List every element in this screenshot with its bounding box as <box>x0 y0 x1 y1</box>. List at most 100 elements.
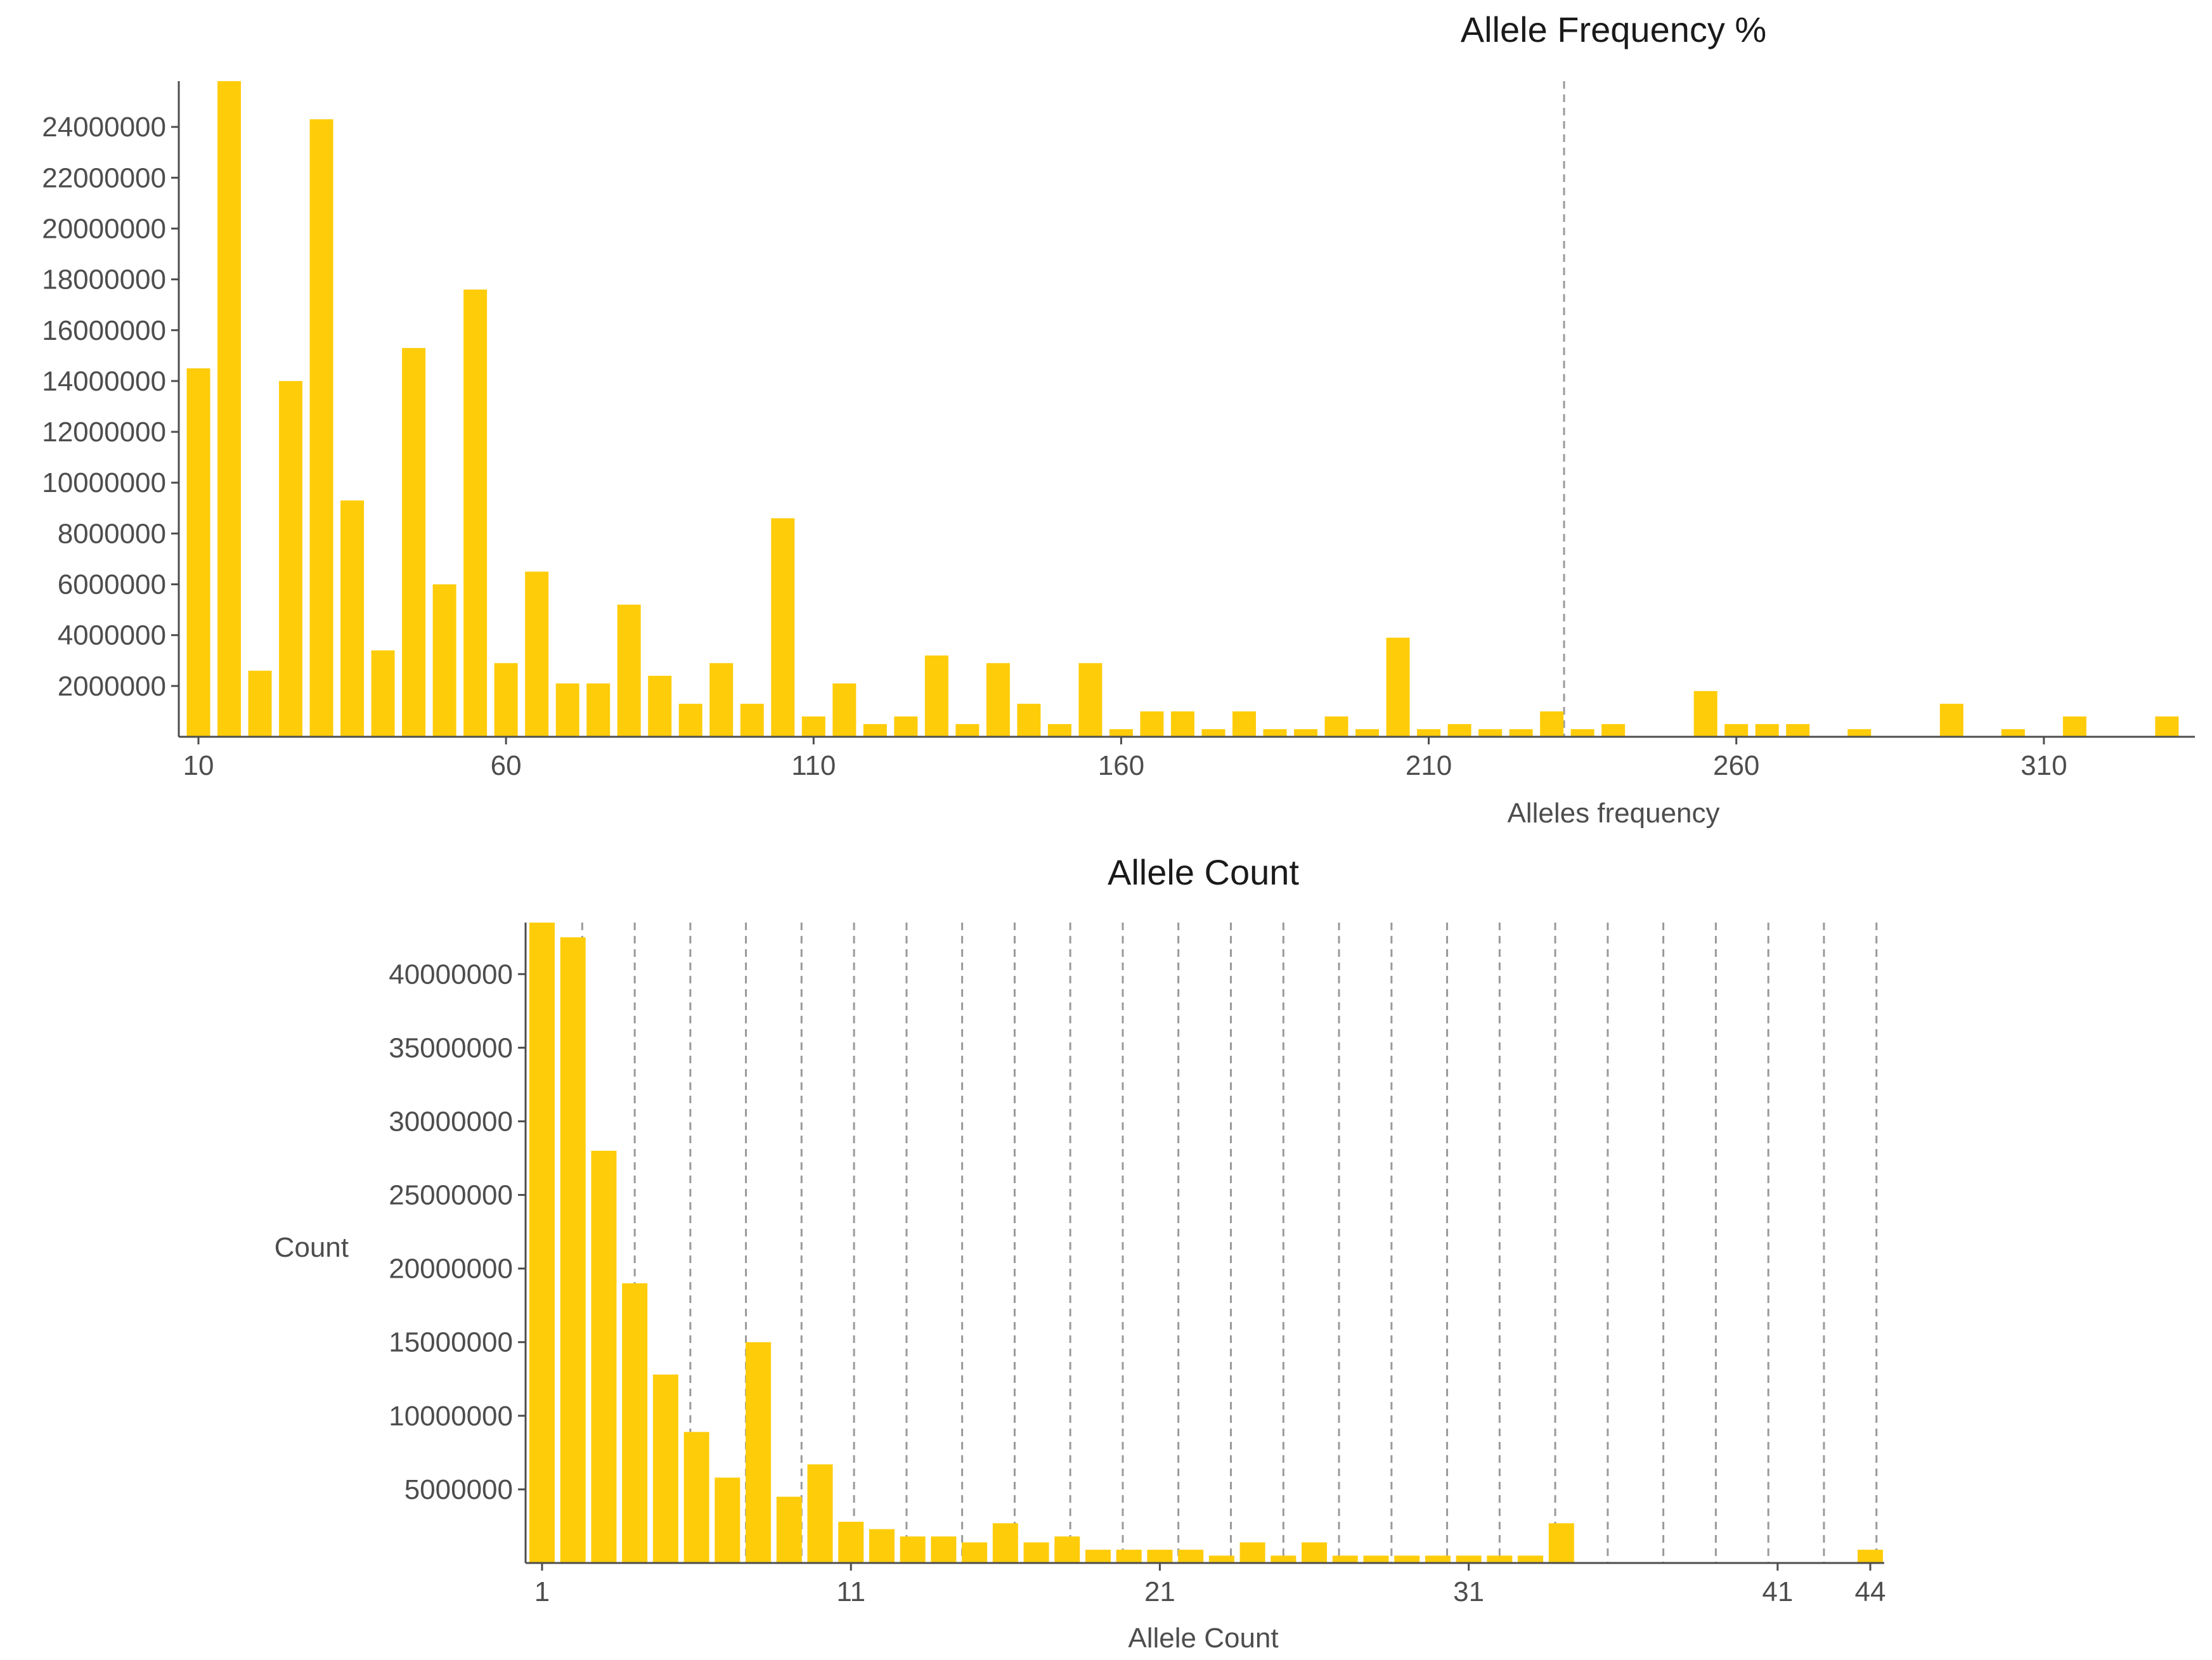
bar <box>309 119 333 737</box>
y-tick-label: 25000000 <box>389 1180 513 1211</box>
x-tick-label: 21 <box>1144 1576 1175 1607</box>
bar <box>1386 637 1410 737</box>
bar <box>1417 729 1441 737</box>
bar <box>1755 723 1779 737</box>
y-tick-label: 18000000 <box>42 264 166 295</box>
x-tick-label: 260 <box>1713 750 1759 781</box>
bar <box>1208 1555 1234 1563</box>
bar <box>525 571 549 737</box>
y-tick-label: 4000000 <box>58 620 166 651</box>
bar <box>1078 663 1103 737</box>
bar <box>1456 1555 1482 1563</box>
bar <box>1239 1542 1265 1563</box>
bar <box>1271 1555 1297 1563</box>
x-tick-label: 210 <box>1406 750 1452 781</box>
x-axis-label: Allele Count <box>1128 1623 1278 1654</box>
chart-title-allele-frequency: Allele Frequency % <box>1461 10 1766 49</box>
x-tick-label: 44 <box>1855 1576 1886 1607</box>
bar <box>2155 716 2179 737</box>
y-tick-label: 20000000 <box>389 1254 513 1285</box>
bar <box>1178 1550 1204 1563</box>
bar <box>2001 729 2025 737</box>
x-axis-label: Alleles frequency <box>1507 798 1719 829</box>
y-tick-label: 10000000 <box>42 467 166 498</box>
y-tick-label: 22000000 <box>42 162 166 193</box>
bar <box>924 655 948 737</box>
bar <box>1540 711 1564 737</box>
y-tick-label: 10000000 <box>389 1401 513 1432</box>
x-tick-label: 31 <box>1453 1576 1484 1607</box>
bar <box>591 1150 617 1563</box>
bar <box>1140 711 1164 737</box>
bar <box>1324 716 1349 737</box>
bar <box>746 1342 772 1563</box>
y-tick-label: 6000000 <box>58 569 166 600</box>
bar <box>402 347 426 737</box>
reference-lines <box>581 923 1878 1563</box>
x-tick-label: 310 <box>2021 750 2067 781</box>
bar <box>1302 1542 1328 1563</box>
y-tick-label: 12000000 <box>42 417 166 448</box>
bar <box>1047 723 1071 737</box>
bar <box>1478 729 1503 737</box>
bar <box>900 1536 926 1563</box>
bar <box>248 670 272 737</box>
bar <box>1054 1536 1080 1563</box>
bar <box>1023 1542 1049 1563</box>
bar <box>1724 723 1749 737</box>
bar <box>838 1521 864 1563</box>
bar <box>678 703 702 737</box>
bar <box>869 1529 895 1563</box>
bar <box>463 289 488 737</box>
x-tick-label: 60 <box>491 750 522 781</box>
bar <box>1147 1550 1173 1563</box>
y-axis-ticks: 2000000 4000000 6000000 8000000 10000000 1200… <box>42 112 179 702</box>
bar <box>1509 729 1533 737</box>
bar <box>683 1432 709 1563</box>
y-tick-label: 14000000 <box>42 366 166 397</box>
y-axis-label: Count <box>275 1232 349 1263</box>
bar <box>1109 729 1133 737</box>
bar <box>648 675 672 737</box>
bar <box>771 518 795 737</box>
bar-series <box>529 923 1883 1563</box>
y-axis-ticks: 5000000 10000000 15000000 20000000 25000000 3… <box>389 959 526 1505</box>
bar <box>1085 1550 1111 1563</box>
bar <box>1939 703 1963 737</box>
bar <box>1294 729 1318 737</box>
x-tick-label: 11 <box>836 1576 865 1607</box>
bar <box>560 937 586 1563</box>
bar <box>652 1374 678 1563</box>
y-tick-label: 15000000 <box>389 1327 513 1358</box>
bar <box>1518 1555 1544 1563</box>
x-tick-label: 160 <box>1098 750 1144 781</box>
bar <box>279 380 303 737</box>
bar <box>1786 723 1810 737</box>
bar <box>962 1542 988 1563</box>
bar <box>1017 703 1041 737</box>
x-tick-label: 1 <box>534 1576 550 1607</box>
bar <box>740 703 764 737</box>
bar <box>832 683 857 737</box>
bar <box>617 604 641 737</box>
y-tick-label: 24000000 <box>42 112 166 143</box>
y-tick-label: 40000000 <box>389 959 513 990</box>
bar <box>432 584 456 737</box>
bar <box>894 716 918 737</box>
bar <box>1858 1550 1883 1563</box>
bar <box>340 500 365 737</box>
bar <box>1425 1555 1451 1563</box>
y-tick-label: 8000000 <box>58 518 166 549</box>
bar <box>776 1496 802 1563</box>
bar <box>622 1283 648 1563</box>
bar <box>1548 1523 1574 1563</box>
x-tick-label: 110 <box>791 750 836 781</box>
y-tick-label: 30000000 <box>389 1106 513 1137</box>
bar <box>992 1523 1018 1563</box>
bar <box>186 368 210 737</box>
bar <box>1263 729 1287 737</box>
x-axis-ticks: 10 60 110 160 210 260 310 <box>183 737 2067 781</box>
bar <box>1170 711 1194 737</box>
bar <box>2062 716 2086 737</box>
